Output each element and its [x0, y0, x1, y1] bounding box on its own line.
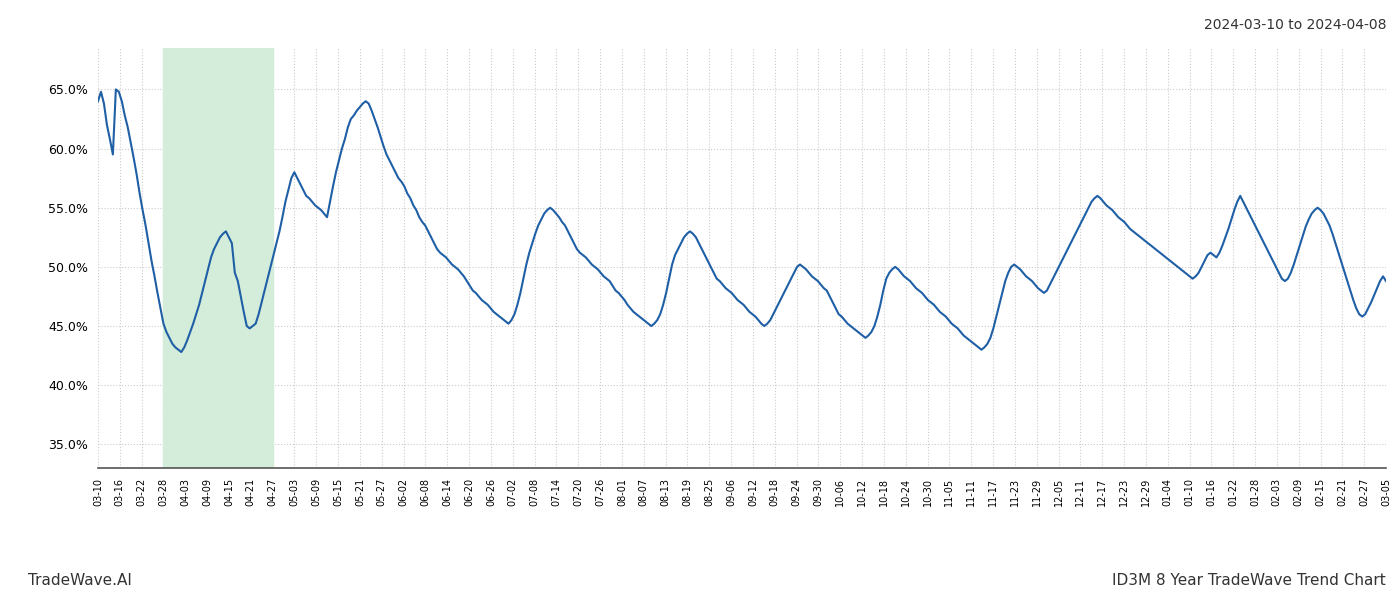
- Text: ID3M 8 Year TradeWave Trend Chart: ID3M 8 Year TradeWave Trend Chart: [1112, 573, 1386, 588]
- Text: TradeWave.AI: TradeWave.AI: [28, 573, 132, 588]
- Text: 2024-03-10 to 2024-04-08: 2024-03-10 to 2024-04-08: [1204, 18, 1386, 32]
- Bar: [164, 48, 273, 468]
